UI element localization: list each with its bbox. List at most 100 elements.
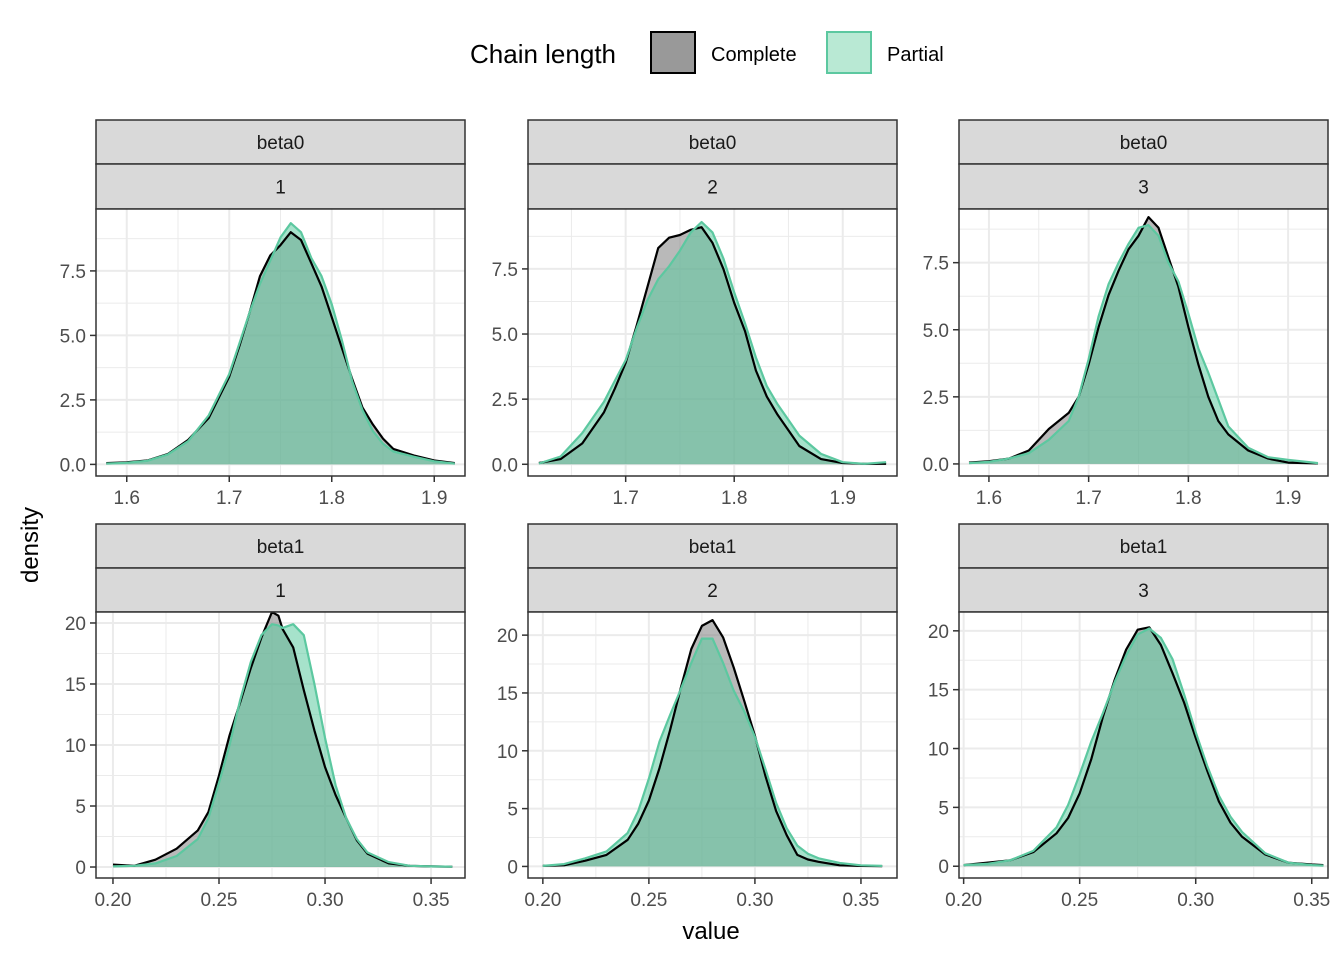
strip-chain-bg	[958, 163, 1329, 210]
x-tick-label: 1.6	[976, 488, 1002, 509]
y-tick-label: 10	[497, 742, 518, 763]
strip-parameter-bg	[527, 119, 898, 165]
density-area-partial	[542, 638, 883, 867]
strip-parameter-bg	[527, 523, 898, 569]
strip-chain-label: 3	[1138, 581, 1149, 602]
x-tick-label: 1.8	[1175, 488, 1201, 509]
legend: Chain length Complete Partial	[470, 31, 944, 74]
y-tick-label: 15	[928, 681, 949, 702]
strip-parameter-label: beta1	[257, 537, 305, 558]
y-tick-label: 2.5	[60, 391, 86, 412]
x-tick-label: 0.35	[413, 890, 450, 911]
legend-title: Chain length	[470, 39, 616, 69]
y-tick-label: 0	[75, 858, 86, 879]
x-tick-label: 0.20	[94, 890, 131, 911]
y-tick-label: 7.5	[492, 260, 518, 281]
strip-chain-label: 3	[1138, 178, 1149, 199]
strip-parameter-label: beta0	[257, 133, 305, 154]
y-axis-title: density	[17, 507, 44, 583]
legend-label-partial: Partial	[887, 44, 944, 66]
strip-parameter-label: beta1	[1120, 537, 1168, 558]
facet-panel-1: beta0 1 1.6 1.7 1.8 1.9 0.0 2.5 5.0 7.5	[60, 119, 466, 509]
x-tick-label: 0.35	[1293, 890, 1330, 911]
x-tick-label: 1.9	[830, 488, 856, 509]
legend-label-complete: Complete	[711, 44, 797, 66]
x-tick-label: 1.8	[721, 488, 747, 509]
x-tick-label: 0.30	[307, 890, 344, 911]
y-tick-label: 2.5	[492, 390, 518, 411]
density-area-partial	[106, 223, 455, 465]
x-tick-label: 1.7	[216, 488, 242, 509]
y-tick-label: 0.0	[60, 455, 86, 476]
strip-chain-label: 1	[275, 581, 286, 602]
strip-parameter-bg	[95, 119, 466, 165]
strip-parameter-label: beta0	[689, 133, 737, 154]
y-tick-label: 2.5	[923, 388, 949, 409]
panel-border	[958, 611, 1329, 879]
facet-panel-6: beta1 3 0.20 0.25 0.30 0.35 0 5 10 15 20	[928, 523, 1330, 911]
strip-chain-label: 2	[707, 178, 718, 199]
y-tick-label: 5	[938, 798, 949, 819]
y-tick-label: 15	[497, 684, 518, 705]
strip-parameter-label: beta1	[689, 537, 737, 558]
y-tick-label: 0.0	[492, 455, 518, 476]
y-tick-label: 10	[928, 740, 949, 761]
facet-panel-5: beta1 2 0.20 0.25 0.30 0.35 0 5 10 15 20	[497, 523, 898, 911]
density-area-partial	[963, 628, 1324, 867]
density-line-partial	[542, 637, 883, 867]
x-tick-label: 1.7	[612, 488, 638, 509]
x-tick-label: 0.30	[736, 890, 773, 911]
strip-chain-label: 2	[707, 581, 718, 602]
y-tick-label: 20	[65, 614, 86, 635]
strip-chain-bg	[527, 567, 898, 613]
y-tick-label: 7.5	[923, 254, 949, 275]
x-tick-label: 1.6	[114, 488, 140, 509]
density-line-complete	[538, 226, 887, 465]
strip-chain-label: 1	[275, 178, 286, 199]
x-axis-title: value	[682, 918, 739, 945]
facet-panel-2: beta0 2 1.7 1.8 1.9 0.0 2.5 5.0 7.5	[492, 119, 898, 509]
y-tick-label: 0	[507, 857, 518, 878]
facet-panel-4: beta1 1 0.20 0.25 0.30 0.35 0 5 10 15 20	[65, 523, 466, 911]
x-tick-label: 0.35	[842, 890, 879, 911]
y-tick-label: 7.5	[60, 262, 86, 283]
strip-chain-bg	[527, 163, 898, 210]
panel-border	[958, 208, 1329, 477]
strip-parameter-bg	[95, 523, 466, 569]
density-line-complete	[963, 626, 1324, 867]
x-tick-label: 1.9	[421, 488, 447, 509]
y-tick-label: 20	[928, 622, 949, 643]
density-line-partial	[968, 224, 1319, 465]
y-tick-label: 5.0	[492, 325, 518, 346]
y-tick-label: 0.0	[923, 455, 949, 476]
x-tick-label: 1.9	[1275, 488, 1301, 509]
strip-chain-bg	[95, 163, 466, 210]
density-area-partial	[112, 624, 453, 868]
density-area-partial	[968, 225, 1319, 464]
x-tick-label: 0.25	[1061, 890, 1098, 911]
strip-parameter-bg	[958, 523, 1329, 569]
x-tick-label: 0.25	[630, 890, 667, 911]
x-tick-label: 0.30	[1177, 890, 1214, 911]
x-tick-label: 0.20	[524, 890, 561, 911]
strip-parameter-bg	[958, 119, 1329, 165]
y-tick-label: 0	[938, 857, 949, 878]
density-line-partial	[538, 220, 887, 465]
density-area-partial	[538, 222, 887, 465]
panel-border	[95, 208, 466, 477]
y-tick-label: 5.0	[60, 326, 86, 347]
y-tick-label: 5	[507, 800, 518, 821]
x-tick-label: 1.8	[319, 488, 345, 509]
y-tick-label: 10	[65, 736, 86, 757]
panel-border	[527, 208, 898, 477]
y-tick-label: 20	[497, 626, 518, 647]
y-tick-label: 15	[65, 675, 86, 696]
panel-border	[527, 611, 898, 879]
x-tick-label: 0.20	[945, 890, 982, 911]
density-line-partial	[112, 623, 453, 868]
density-line-partial	[963, 627, 1324, 867]
strip-parameter-label: beta0	[1120, 133, 1168, 154]
legend-key-partial	[826, 31, 872, 74]
facet-panel-3: beta0 3 1.6 1.7 1.8 1.9 0.0 2.5 5.0 7.5	[923, 119, 1329, 509]
